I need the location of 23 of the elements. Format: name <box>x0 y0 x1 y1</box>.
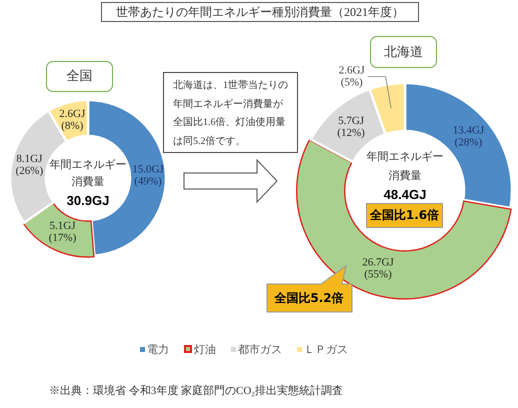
data-label: 5.1GJ (17%) <box>48 220 77 244</box>
text: 年間エネルギー消費量 <box>50 159 126 188</box>
data-label: 13.4GJ (28%) <box>452 124 485 148</box>
chart-subtitle: 全国 <box>46 61 113 92</box>
text: 年間エネルギー消費量 <box>366 150 444 184</box>
legend-label: 都市ガス <box>238 342 282 356</box>
data-label: 2.6GJ (8%) <box>59 108 86 132</box>
chart-subtitle: 北海道 <box>370 36 437 68</box>
data-label: 15.0GJ (49%) <box>132 163 164 188</box>
text: 30.9GJ <box>66 192 110 210</box>
data-label: 8.1GJ (26%) <box>16 153 44 178</box>
data-label: 2.6GJ (5%) <box>338 64 366 89</box>
note-box: 北海道は、1世帯当たりの年間エネルギー消費量が全国比1.6倍、灯油使用量は同5.2倍です。 <box>163 72 298 153</box>
data-label: 26.7GJ (55%) <box>362 256 394 280</box>
text: 48.4GJ <box>382 186 428 204</box>
text: ※出典：環境省 令和3年度 家庭部門のCO₂排出実態統計調査 <box>49 384 344 399</box>
legend-label: 電力 <box>147 342 169 356</box>
data-label: 5.7GJ (12%) <box>337 114 366 139</box>
chart-title: 世帯あたりの年間エネルギー種別消費量（2021年度） <box>101 2 419 22</box>
legend-label: 灯油 <box>194 342 216 356</box>
speech-bubble: 全国比5.2倍 <box>266 265 354 314</box>
legend-label: ＬＰガス <box>304 342 348 356</box>
label-box: 全国比1.6倍 <box>366 203 443 228</box>
